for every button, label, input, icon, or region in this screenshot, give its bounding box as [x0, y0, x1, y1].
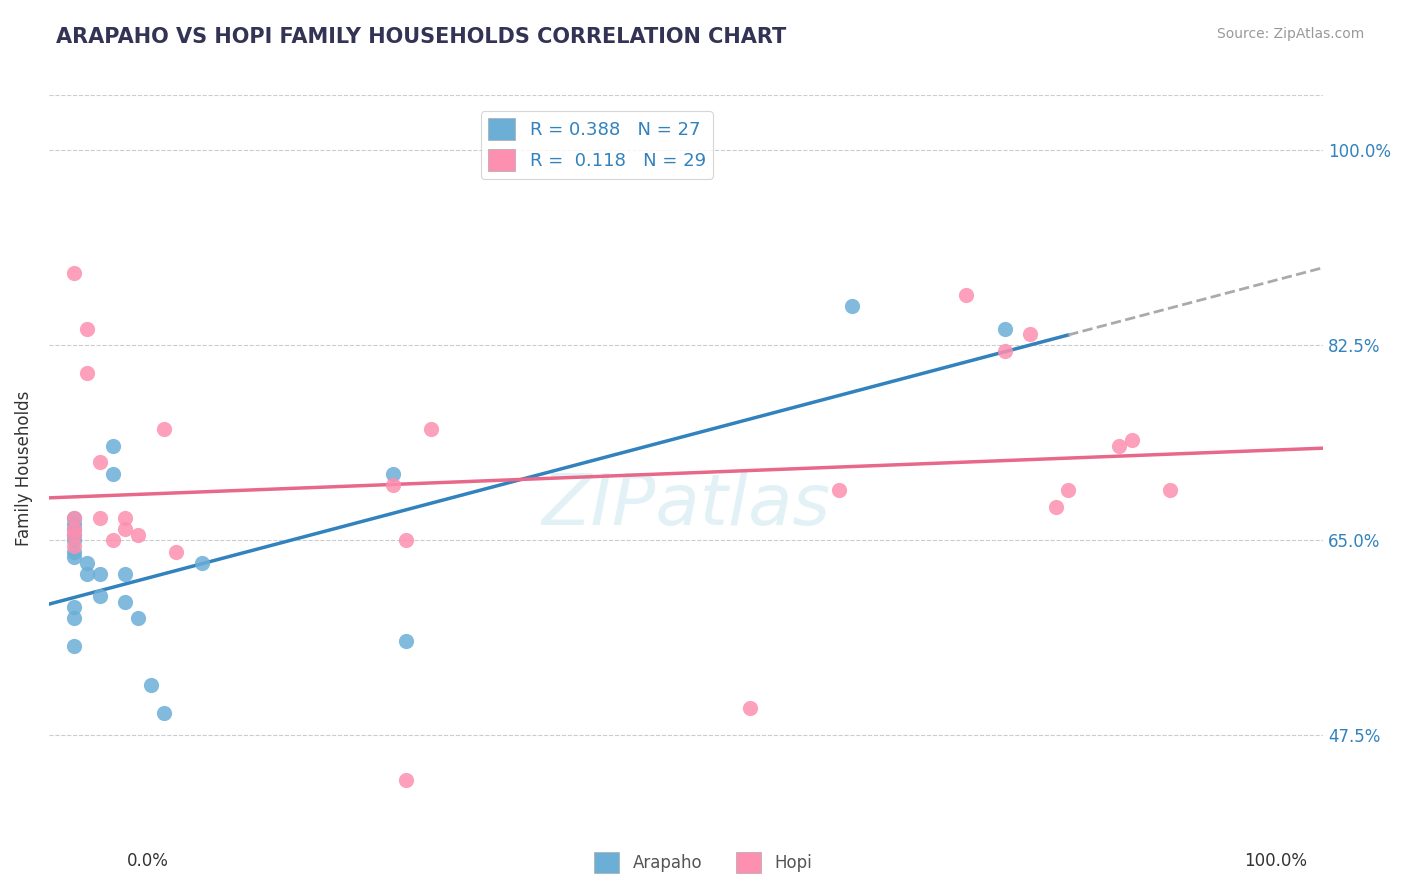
Point [127, 528, 149, 542]
Point [114, 566, 136, 581]
Point [63, 600, 86, 615]
Point [395, 633, 418, 648]
Point [63, 516, 86, 531]
Point [165, 544, 187, 558]
Point [63, 522, 86, 536]
Point [420, 422, 443, 436]
Point [63, 533, 86, 548]
Text: 0.0%: 0.0% [127, 852, 169, 870]
Point [63, 511, 86, 525]
Point [101, 439, 124, 453]
Text: 100.0%: 100.0% [1244, 852, 1308, 870]
Point [382, 467, 405, 481]
Point [382, 477, 405, 491]
Point [63, 511, 86, 525]
Point [994, 343, 1017, 358]
Point [114, 511, 136, 525]
Point [76, 321, 98, 335]
Point [63, 528, 86, 542]
Point [1121, 433, 1143, 447]
Point [114, 595, 136, 609]
Point [63, 550, 86, 565]
Point [994, 321, 1017, 335]
Point [63, 640, 86, 654]
Point [89, 566, 111, 581]
Point [63, 611, 86, 625]
Point [139, 678, 162, 692]
Text: Source: ZipAtlas.com: Source: ZipAtlas.com [1216, 27, 1364, 41]
Point [101, 533, 124, 548]
Point [841, 299, 863, 313]
Point [89, 511, 111, 525]
Point [101, 467, 124, 481]
Point [63, 544, 86, 558]
Point [1045, 500, 1067, 514]
Point [76, 366, 98, 380]
Legend: Arapaho, Hopi: Arapaho, Hopi [588, 846, 818, 880]
Y-axis label: Family Households: Family Households [15, 391, 32, 546]
Legend: R = 0.388   N = 27, R =  0.118   N = 29: R = 0.388 N = 27, R = 0.118 N = 29 [481, 112, 713, 178]
Point [828, 483, 851, 498]
Point [63, 528, 86, 542]
Point [63, 522, 86, 536]
Point [1108, 439, 1130, 453]
Point [127, 611, 149, 625]
Point [395, 533, 418, 548]
Point [152, 706, 174, 720]
Text: ARAPAHO VS HOPI FAMILY HOUSEHOLDS CORRELATION CHART: ARAPAHO VS HOPI FAMILY HOUSEHOLDS CORREL… [56, 27, 786, 46]
Point [89, 455, 111, 469]
Point [395, 772, 418, 787]
Point [63, 266, 86, 280]
Point [191, 556, 214, 570]
Point [152, 422, 174, 436]
Point [76, 556, 98, 570]
Point [1057, 483, 1080, 498]
Point [89, 589, 111, 603]
Point [1019, 327, 1042, 342]
Point [63, 539, 86, 553]
Point [76, 566, 98, 581]
Point [955, 288, 977, 302]
Point [738, 700, 761, 714]
Text: ZIPatlas: ZIPatlas [541, 471, 831, 540]
Point [114, 522, 136, 536]
Point [1159, 483, 1181, 498]
